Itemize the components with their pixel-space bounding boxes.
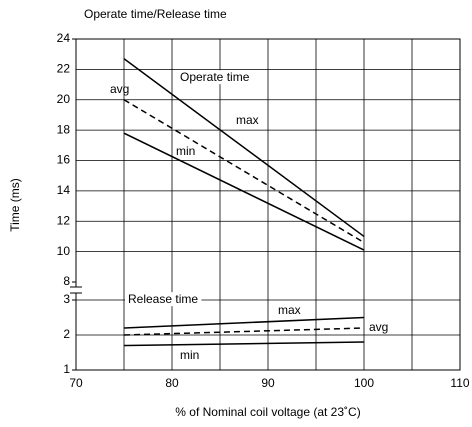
series-label: min [176, 144, 195, 158]
series-label: max [236, 113, 259, 127]
series-line [123, 327, 365, 336]
x-tick-label: 110 [450, 376, 469, 390]
series-label: max [278, 303, 301, 317]
y-tick-label: 14 [57, 183, 71, 197]
chart-title: Operate time/Release time [84, 7, 227, 21]
x-axis-label: % of Nominal coil voltage (at 23˚C) [175, 405, 360, 419]
x-tick-label: 70 [69, 376, 83, 390]
series-line [123, 99, 365, 244]
y-tick-label: 20 [57, 92, 71, 106]
y-tick-label: 24 [57, 31, 71, 45]
series-label: avg [369, 320, 388, 334]
y-tick-label: 8 [63, 274, 70, 288]
series-line [123, 132, 365, 251]
axis-break [70, 287, 82, 293]
x-tick-label: 80 [165, 376, 179, 390]
series-line [123, 341, 365, 347]
series-line [123, 316, 365, 329]
y-tick-label: 12 [57, 213, 71, 227]
y-tick-label: 22 [57, 62, 71, 76]
x-tick-label: 90 [261, 376, 275, 390]
y-tick-label: 18 [57, 122, 71, 136]
label-background [177, 70, 253, 85]
section-label: Operate time [180, 70, 250, 84]
series-line [123, 58, 365, 238]
series-label: min [180, 348, 199, 362]
y-tick-label: 10 [57, 244, 71, 258]
y-tick-label: 16 [57, 153, 71, 167]
y-tick-label: 2 [63, 327, 70, 341]
y-tick-label: 3 [63, 292, 70, 306]
series-label: avg [110, 82, 129, 96]
y-axis-label: Time (ms) [8, 178, 22, 232]
section-label: Release time [128, 292, 198, 306]
y-tick-label: 1 [63, 362, 70, 376]
label-background [125, 292, 202, 307]
x-tick-label: 100 [354, 376, 374, 390]
